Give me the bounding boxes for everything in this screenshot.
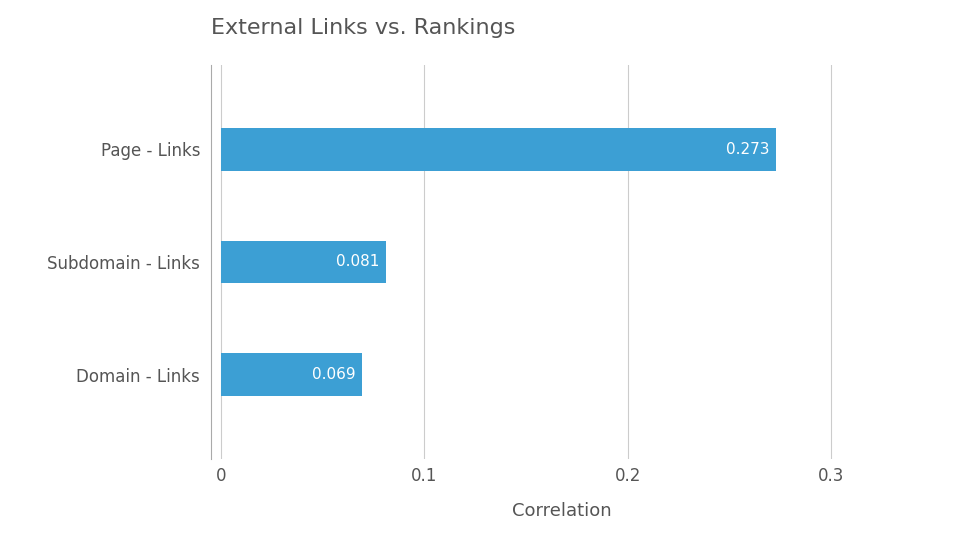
Text: 0.081: 0.081 <box>336 254 380 269</box>
Bar <box>222 240 386 284</box>
Bar <box>222 128 776 171</box>
Text: 0.273: 0.273 <box>727 142 770 157</box>
Text: External Links vs. Rankings: External Links vs. Rankings <box>211 18 516 38</box>
Text: 0.069: 0.069 <box>312 367 355 382</box>
X-axis label: Correlation: Correlation <box>512 502 612 520</box>
Bar <box>222 353 362 396</box>
